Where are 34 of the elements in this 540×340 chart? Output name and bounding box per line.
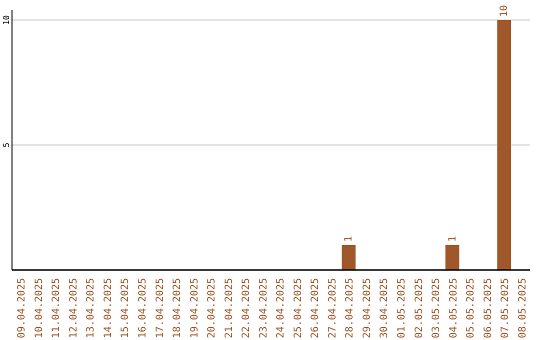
x-tick-label: 06.05.2025 bbox=[482, 278, 494, 338]
x-tick-label: 05.05.2025 bbox=[466, 278, 477, 338]
x-tick-label: 03.05.2025 bbox=[431, 278, 442, 338]
x-tick-label: 21.04.2025 bbox=[224, 278, 235, 338]
data-label: 10 bbox=[499, 4, 510, 17]
x-tick-label: 08.05.2025 bbox=[517, 278, 528, 338]
x-tick-label: 25.04.2025 bbox=[292, 278, 304, 338]
x-tick-label: 22.04.2025 bbox=[241, 278, 252, 338]
x-tick-label: 29.04.2025 bbox=[362, 278, 373, 338]
x-tick-label: 26.04.2025 bbox=[310, 278, 322, 338]
x-tick-label: 10.04.2025 bbox=[34, 278, 45, 338]
x-tick-label: 01.05.2025 bbox=[396, 278, 408, 338]
x-tick-label: 24.04.2025 bbox=[276, 278, 287, 338]
x-tick-label: 02.05.2025 bbox=[414, 278, 425, 338]
x-tick-label: 17.04.2025 bbox=[154, 278, 166, 338]
x-tick-label: 11.04.2025 bbox=[51, 278, 62, 338]
x-tick-label: 04.05.2025 bbox=[448, 278, 460, 338]
x-tick-label: 16.04.2025 bbox=[138, 278, 148, 338]
x-tick-label: 28.04.2025 bbox=[344, 278, 356, 338]
x-tick-label: 09.04.2025 bbox=[16, 278, 28, 338]
x-tick-label: 15.04.2025 bbox=[120, 278, 132, 338]
x-tick-label: 27.04.2025 bbox=[327, 278, 338, 338]
x-tick-label: 20.04.2025 bbox=[206, 278, 218, 338]
x-tick-label: 30.04.2025 bbox=[379, 278, 390, 338]
x-tick-label: 12.04.2025 bbox=[68, 278, 80, 338]
x-tick-label: 13.04.2025 bbox=[86, 278, 97, 338]
y-tick-label: 5 bbox=[2, 142, 11, 148]
data-label: 1 bbox=[344, 236, 355, 242]
x-tick-label: 23.04.2025 bbox=[258, 278, 270, 338]
x-tick-label: 14.04.2025 bbox=[102, 278, 114, 338]
x-tick-label: 19.04.2025 bbox=[189, 278, 200, 338]
x-tick-label: 07.05.2025 bbox=[500, 278, 512, 338]
x-tick-label: 18.04.2025 bbox=[172, 278, 184, 338]
data-label: 1 bbox=[447, 236, 458, 242]
